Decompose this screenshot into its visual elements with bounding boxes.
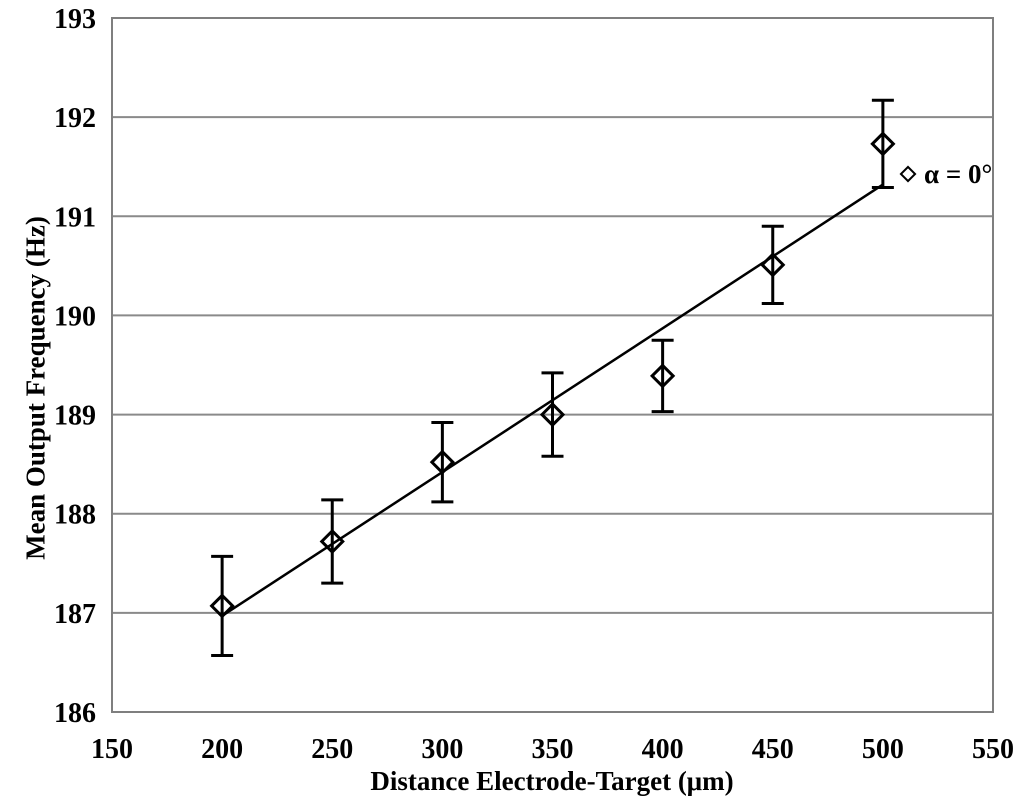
data-point-diamond xyxy=(650,363,676,389)
x-tick-label: 300 xyxy=(421,734,463,765)
x-axis-title: Distance Electrode-Target (μm) xyxy=(370,766,734,796)
y-tick-label: 192 xyxy=(54,103,96,134)
y-tick-label: 190 xyxy=(54,301,96,332)
data-point-diamond xyxy=(209,593,235,619)
y-tick-label: 191 xyxy=(54,202,96,233)
open-diamond-icon xyxy=(899,165,917,183)
legend-label: α = 0° xyxy=(924,158,993,189)
x-tick-label: 400 xyxy=(642,734,684,765)
y-axis-title: Mean Output Frequency (Hz) xyxy=(20,216,51,560)
y-tick-label: 186 xyxy=(54,698,96,729)
y-tick-label: 193 xyxy=(54,4,96,35)
y-tick-label: 187 xyxy=(54,599,96,630)
legend: α = 0° xyxy=(899,158,993,189)
x-tick-label: 150 xyxy=(91,734,133,765)
x-tick-label: 250 xyxy=(311,734,353,765)
x-tick-label: 450 xyxy=(752,734,794,765)
plot-border xyxy=(111,17,994,713)
x-tick-label: 500 xyxy=(862,734,904,765)
data-point-diamond xyxy=(319,528,345,555)
y-tick-label: 188 xyxy=(54,500,96,531)
y-tick-label: 189 xyxy=(54,401,96,432)
data-point-diamond xyxy=(760,252,786,278)
x-tick-label: 200 xyxy=(201,734,243,765)
data-point-diamond xyxy=(870,131,896,157)
data-point-diamond xyxy=(429,449,455,475)
x-tick-label: 550 xyxy=(972,734,1014,765)
x-tick-label: 350 xyxy=(532,734,574,765)
data-point-diamond xyxy=(539,401,566,428)
